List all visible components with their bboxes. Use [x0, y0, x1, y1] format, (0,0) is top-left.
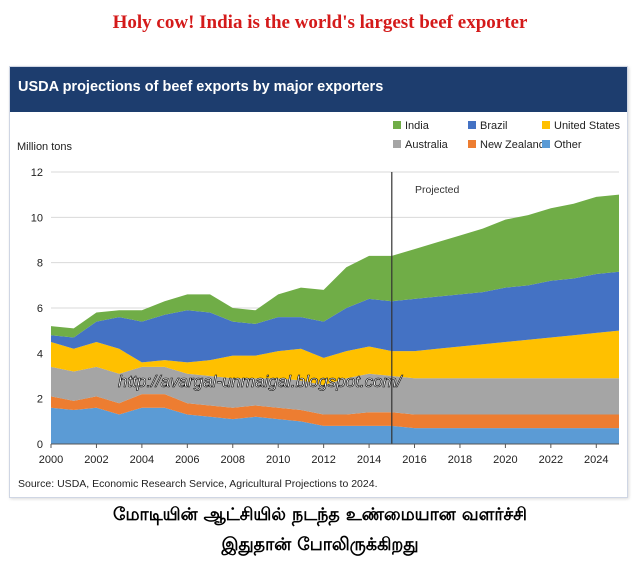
legend-swatch-brazil [468, 121, 476, 129]
x-tick-label: 2004 [130, 454, 154, 466]
x-tick-label: 2024 [584, 454, 608, 466]
caption: மோடியின் ஆட்சியில் நடந்த உண்மையான வளர்ச்… [0, 500, 640, 560]
legend-label: New Zealand [480, 139, 545, 151]
x-tick-label: 2012 [311, 454, 335, 466]
stacked-areas [51, 194, 619, 444]
x-tick-label: 2022 [539, 454, 563, 466]
y-tick-label: 10 [31, 212, 43, 224]
y-tick-label: 12 [31, 167, 43, 179]
chart-panel: USDA projections of beef exports by majo… [9, 66, 628, 498]
legend-swatch-india [393, 121, 401, 129]
source-note: Source: USDA, Economic Research Service,… [18, 478, 378, 490]
x-tick-label: 2016 [402, 454, 426, 466]
area-brazil [51, 271, 619, 363]
x-tick-label: 2002 [84, 454, 108, 466]
legend-swatch-other [542, 140, 550, 148]
y-tick-label: 2 [37, 394, 43, 406]
projected-label: Projected [415, 184, 460, 196]
y-tick-label: 6 [37, 303, 43, 315]
caption-line-1: மோடியின் ஆட்சியில் நடந்த உண்மையான வளர்ச்… [113, 505, 527, 525]
y-tick-label: 8 [37, 258, 43, 270]
x-tick-label: 2006 [175, 454, 199, 466]
area-united-states [51, 330, 619, 386]
watermark: http://avargal-unmaigal.blogspot.com/ [118, 372, 404, 391]
legend: India Brazil United States Australia New Zea… [393, 120, 621, 151]
legend-label: Other [554, 139, 582, 151]
caption-line-2: இதுதான் போலிருக்கிறது [221, 535, 419, 555]
headline: Holy cow! India is the world's largest b… [112, 12, 528, 33]
area-india [51, 194, 619, 338]
area-australia [51, 366, 619, 415]
chart-title: USDA projections of beef exports by majo… [18, 79, 384, 95]
legend-swatch-united-states [542, 121, 550, 129]
x-tick-label: 2014 [357, 454, 381, 466]
axes: 0 2 4 6 8 10 12 2000 2002 2004 2006 2008 2010 2012 201… [31, 167, 619, 466]
chart-header: USDA projections of beef exports by majo… [10, 67, 627, 112]
x-tick-label: 2020 [493, 454, 517, 466]
y-tick-label: 0 [37, 439, 43, 451]
chart-svg: 0 2 4 6 8 10 12 2000 2002 2004 2006 2008 2010 2012 201… [17, 120, 621, 490]
legend-swatch-new-zealand [468, 140, 476, 148]
legend-label: Australia [405, 139, 449, 151]
x-tick-label: 2018 [448, 454, 472, 466]
legend-swatch-australia [393, 140, 401, 148]
x-tick-label: 2010 [266, 454, 290, 466]
x-tick-label: 2000 [39, 454, 63, 466]
legend-label: India [405, 120, 430, 132]
y-axis-label: Million tons [17, 141, 73, 153]
x-tick-label: 2008 [221, 454, 245, 466]
area-new-zealand [51, 394, 619, 429]
legend-label: Brazil [480, 120, 508, 132]
y-tick-label: 4 [37, 348, 43, 360]
legend-label: United States [554, 120, 621, 132]
